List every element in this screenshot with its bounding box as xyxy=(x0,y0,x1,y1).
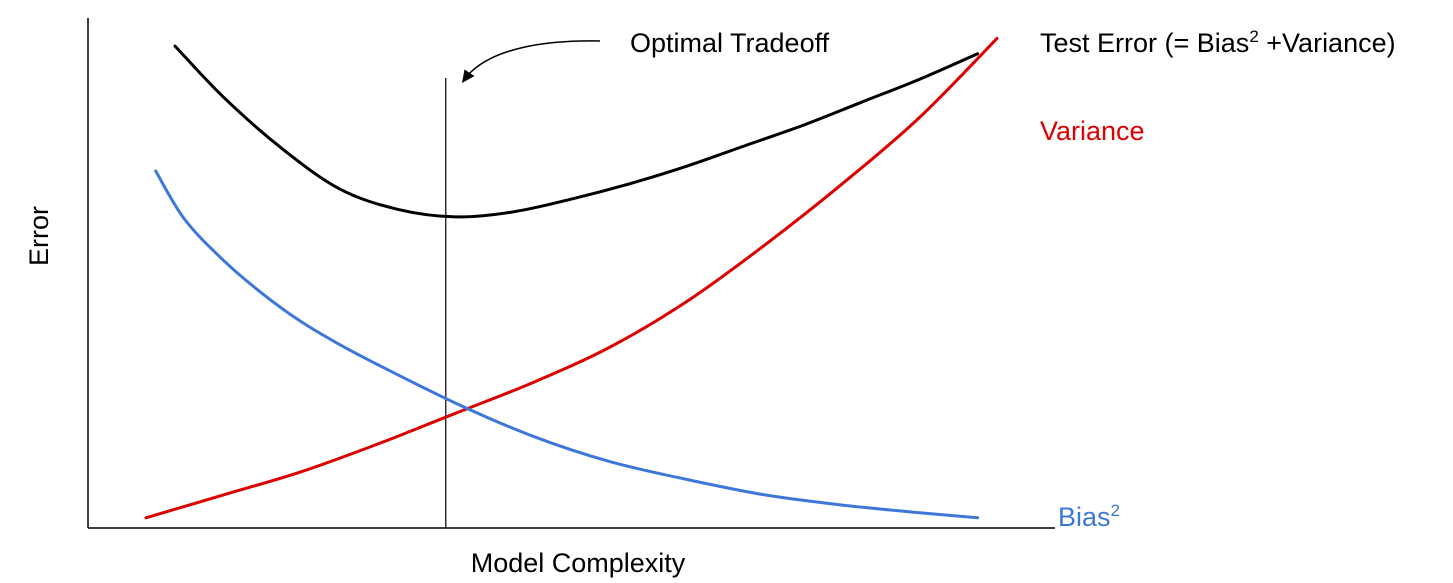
bias-squared-line xyxy=(154,169,980,520)
bias-label-text: Bias xyxy=(1058,502,1111,532)
y-axis-label: Error xyxy=(24,206,54,266)
arrowhead-icon xyxy=(462,69,475,83)
annotation-layer: Optimal Tradeoff xyxy=(445,28,830,528)
test-error-label: Test Error (= Bias2 +Variance) xyxy=(1040,27,1396,58)
axes xyxy=(87,18,1055,529)
series-layer xyxy=(144,36,999,520)
test-error-line xyxy=(173,44,980,219)
bias-label-sup: 2 xyxy=(1111,501,1120,520)
test-error-label-text: Test Error (= Bias xyxy=(1040,28,1249,58)
optimal-tradeoff-arrow xyxy=(466,40,601,77)
variance-line xyxy=(144,36,999,520)
test-error-label-suffix: +Variance) xyxy=(1259,28,1396,58)
optimal-tradeoff-label: Optimal Tradeoff xyxy=(630,28,830,58)
bias-label: Bias2 xyxy=(1058,501,1120,532)
series-labels: Test Error (= Bias2 +Variance) Variance … xyxy=(1040,27,1396,532)
x-axis-label: Model Complexity xyxy=(471,548,686,578)
test-error-label-sup: 2 xyxy=(1249,27,1258,46)
variance-label: Variance xyxy=(1040,116,1145,146)
